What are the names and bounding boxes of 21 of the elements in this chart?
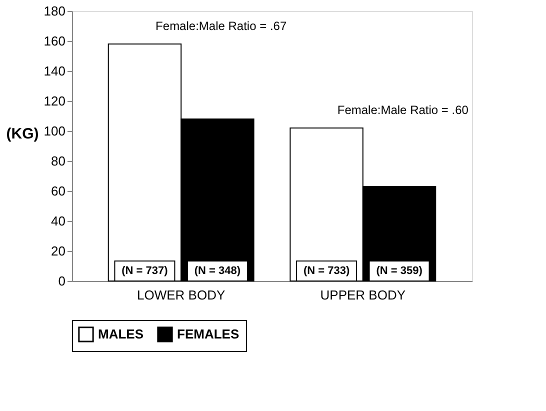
- annotation: Female:Male Ratio = .60: [337, 103, 469, 117]
- legend-label: FEMALES: [177, 326, 240, 342]
- y-tick-label: 60: [51, 184, 66, 198]
- y-tick-label: 120: [44, 94, 66, 108]
- annotation: (N = 359): [376, 265, 423, 277]
- annotation: (N = 348): [194, 265, 241, 277]
- legend-label: MALES: [98, 326, 144, 342]
- y-tick-label: 0: [58, 274, 66, 288]
- y-tick-label: 160: [44, 34, 66, 48]
- y-tick-label: 180: [44, 4, 66, 18]
- y-tick-label: 140: [44, 64, 66, 78]
- y-axis-title: (KG): [6, 126, 39, 142]
- y-tick-label: 20: [51, 244, 66, 258]
- x-tick-label: LOWER BODY: [137, 288, 226, 302]
- y-tick-label: 40: [51, 214, 66, 228]
- annotation: Female:Male Ratio = .67: [156, 19, 287, 33]
- annotation: (N = 733): [303, 265, 350, 277]
- annotation: (N = 737): [122, 265, 168, 277]
- y-tick-label: 100: [44, 124, 66, 138]
- x-tick-label: UPPER BODY: [320, 288, 406, 302]
- y-tick-label: 80: [51, 154, 66, 168]
